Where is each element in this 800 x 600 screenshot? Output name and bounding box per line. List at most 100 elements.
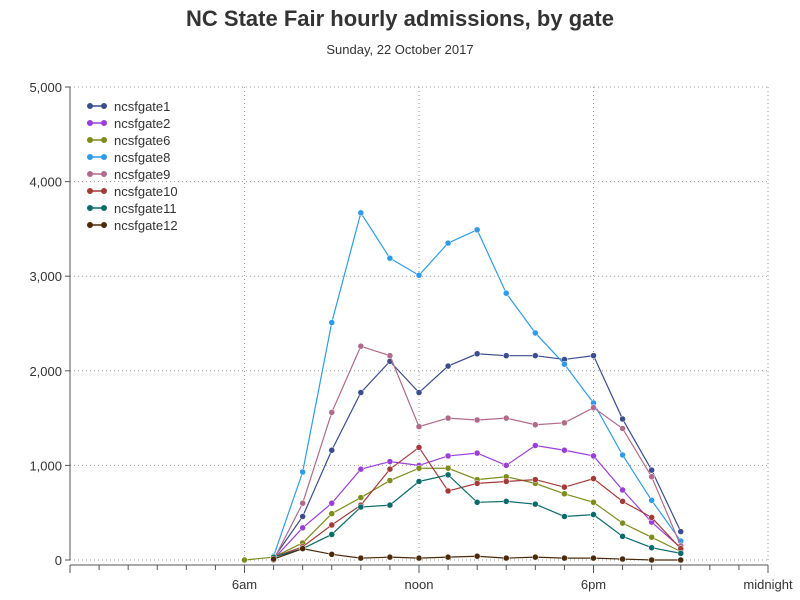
legend-swatch-dot: [87, 171, 93, 177]
data-point-ncsfgate6: [328, 510, 335, 517]
data-point-ncsfgate1: [532, 352, 539, 359]
legend-label: ncsfgate10: [114, 184, 178, 199]
legend-swatch-dot: [87, 154, 93, 160]
data-point-ncsfgate2: [299, 524, 306, 532]
data-point-ncsfgate11: [386, 501, 394, 509]
data-point-ncsfgate6: [590, 499, 597, 506]
data-point-ncsfgate11: [503, 498, 510, 505]
legend-swatch-dot: [87, 222, 93, 228]
data-point-ncsfgate12: [677, 556, 684, 564]
data-point-ncsfgate12: [532, 553, 539, 561]
data-point-ncsfgate1: [357, 389, 365, 396]
data-point-ncsfgate10: [415, 444, 423, 451]
data-point-ncsfgate8: [503, 289, 510, 297]
data-point-ncsfgate1: [503, 352, 510, 359]
x-tick-label: 6pm: [581, 577, 606, 592]
data-point-ncsfgate9: [357, 342, 365, 350]
series-lines: [241, 209, 684, 564]
data-point-ncsfgate11: [619, 533, 626, 540]
data-point-ncsfgate1: [590, 352, 597, 359]
data-point-ncsfgate8: [532, 329, 539, 337]
legend: ncsfgate1 ncsfgate2 ncsfgate6 ncsfgate8 ncsf…: [87, 99, 178, 233]
legend-label: ncsfgate6: [114, 133, 170, 148]
data-point-ncsfgate11: [415, 478, 423, 485]
y-tick-label: 5,000: [29, 80, 62, 95]
data-point-ncsfgate9: [619, 425, 626, 432]
legend-swatch-dot: [101, 120, 107, 126]
data-point-ncsfgate2: [473, 449, 481, 457]
data-point-ncsfgate10: [648, 514, 655, 521]
data-point-ncsfgate12: [270, 555, 277, 563]
gridlines: [70, 86, 769, 561]
data-point-ncsfgate6: [415, 464, 423, 472]
data-point-ncsfgate12: [473, 552, 481, 560]
y-tick-label: 0: [55, 553, 62, 568]
data-point-ncsfgate2: [532, 442, 539, 449]
series-line-ncsfgate6: [244, 467, 682, 561]
data-point-ncsfgate8: [619, 451, 626, 459]
legend-label: ncsfgate1: [114, 99, 170, 114]
legend-label: ncsfgate11: [114, 201, 177, 216]
y-tick-label: 2,000: [29, 364, 62, 379]
legend-swatch-dot: [87, 137, 93, 143]
data-point-ncsfgate8: [561, 360, 568, 368]
data-point-ncsfgate11: [444, 471, 452, 479]
data-point-ncsfgate8: [444, 239, 452, 247]
data-point-ncsfgate9: [648, 473, 655, 481]
legend-swatch-dot: [87, 103, 93, 109]
axes: 0 1,000 2,000 3,000 4,000 5,000 6am noon 6pm midn…: [29, 80, 793, 592]
data-point-ncsfgate1: [677, 528, 684, 535]
legend-swatch-dot: [101, 205, 107, 211]
data-point-ncsfgate9: [532, 421, 539, 428]
x-tick-label: midnight: [743, 577, 793, 592]
data-point-ncsfgate12: [619, 555, 626, 563]
data-point-ncsfgate8: [415, 272, 423, 279]
x-tick-label: 6am: [232, 577, 257, 592]
data-point-ncsfgate2: [357, 465, 365, 473]
data-point-ncsfgate10: [444, 487, 452, 495]
data-point-ncsfgate6: [444, 464, 452, 472]
data-point-ncsfgate9: [328, 409, 335, 416]
y-tick-label: 3,000: [29, 269, 62, 284]
data-point-ncsfgate6: [357, 494, 365, 501]
data-point-ncsfgate10: [473, 480, 481, 487]
data-point-ncsfgate8: [299, 468, 306, 476]
data-point-ncsfgate9: [590, 404, 597, 411]
data-point-ncsfgate6: [648, 534, 655, 541]
legend-swatch-dot: [101, 137, 107, 143]
data-point-ncsfgate9: [561, 419, 568, 427]
data-point-ncsfgate1: [473, 350, 481, 358]
data-point-ncsfgate9: [473, 416, 481, 424]
data-point-ncsfgate9: [444, 414, 452, 422]
data-point-ncsfgate1: [648, 466, 655, 474]
data-point-ncsfgate12: [444, 553, 452, 561]
data-point-ncsfgate1: [619, 415, 626, 423]
data-point-ncsfgate12: [386, 553, 394, 561]
data-point-ncsfgate1: [444, 362, 452, 370]
data-point-ncsfgate11: [677, 550, 684, 557]
data-point-ncsfgate12: [648, 556, 655, 564]
x-tick-label: noon: [405, 577, 434, 592]
data-point-ncsfgate11: [590, 511, 597, 518]
data-point-ncsfgate6: [241, 556, 248, 564]
data-point-ncsfgate1: [415, 389, 423, 396]
data-point-ncsfgate11: [357, 503, 365, 511]
legend-label: ncsfgate2: [114, 116, 170, 131]
data-point-ncsfgate10: [386, 465, 394, 473]
data-point-ncsfgate2: [619, 486, 626, 494]
data-point-ncsfgate12: [503, 554, 510, 562]
data-point-ncsfgate2: [444, 452, 452, 460]
data-point-ncsfgate11: [328, 531, 335, 538]
data-point-ncsfgate8: [386, 254, 394, 262]
data-point-ncsfgate1: [328, 447, 335, 454]
legend-swatch-dot: [101, 171, 107, 177]
data-point-ncsfgate9: [386, 352, 394, 359]
data-point-ncsfgate10: [503, 478, 510, 485]
data-point-ncsfgate10: [590, 475, 597, 482]
data-point-ncsfgate10: [328, 521, 335, 529]
legend-label: ncsfgate8: [114, 150, 170, 165]
data-point-ncsfgate12: [357, 554, 365, 562]
data-point-ncsfgate12: [328, 551, 335, 558]
data-point-ncsfgate11: [561, 513, 568, 520]
